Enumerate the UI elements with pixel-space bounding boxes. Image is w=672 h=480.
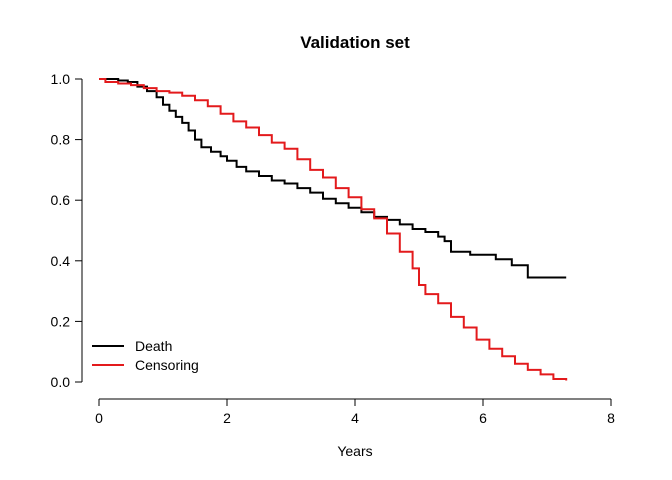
chart-title: Validation set <box>300 33 410 52</box>
axes: 0 2 4 6 8 0.0 0.2 0.4 0.6 0.8 1.0 <box>51 71 616 426</box>
series-line-censoring <box>99 78 568 381</box>
series-line-death <box>99 78 567 279</box>
x-tick-label: 0 <box>95 410 103 426</box>
x-tick-label: 4 <box>351 410 359 426</box>
y-tick-label: 0.4 <box>51 253 71 269</box>
legend-label-censoring: Censoring <box>135 357 199 373</box>
y-tick-label: 0.8 <box>51 132 71 148</box>
legend-label-death: Death <box>135 338 172 354</box>
legend: Death Censoring <box>92 338 199 373</box>
x-axis-label: Years <box>337 443 372 459</box>
y-tick-label: 0.6 <box>51 192 71 208</box>
y-tick-label: 0.2 <box>51 313 71 329</box>
y-tick-label: 1.0 <box>51 71 71 87</box>
x-tick-label: 6 <box>479 410 487 426</box>
y-tick-label: 0.0 <box>51 374 71 390</box>
x-tick-label: 2 <box>223 410 231 426</box>
series-layer <box>99 78 568 381</box>
x-tick-label: 8 <box>607 410 615 426</box>
